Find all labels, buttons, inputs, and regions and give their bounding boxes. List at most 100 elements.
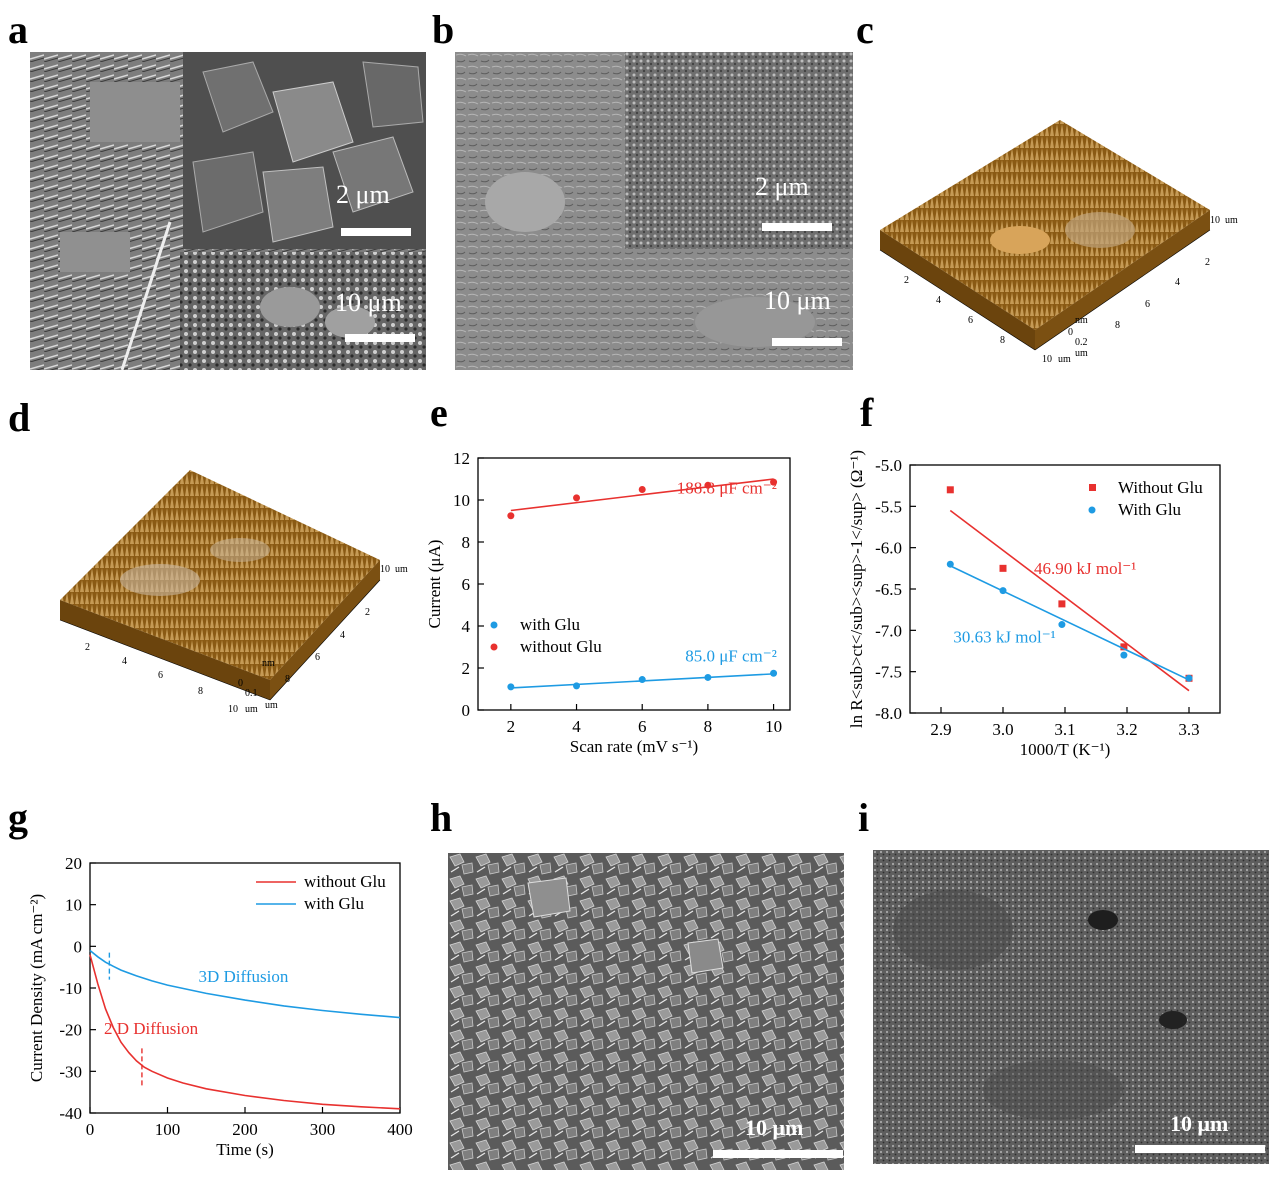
legend-marker <box>1089 484 1096 491</box>
y-tick-label: 10 <box>453 491 470 510</box>
panel-letter-a: a <box>8 7 28 52</box>
afm-c-unit: um <box>1225 215 1238 226</box>
afm-d-ytick: 4 <box>340 630 345 641</box>
afm-c-unit: um <box>1075 348 1088 359</box>
afm-c-xtick: 2 <box>904 275 909 286</box>
afm-d-xtick: 8 <box>198 686 203 697</box>
scale-bar-i <box>1135 1145 1265 1153</box>
y-tick-label: -8.0 <box>875 704 902 723</box>
sem-image-i <box>873 850 1269 1164</box>
chart-f: 2.9 3.0 3.1 3.2 3.3 -8.0 -7.5 -7.0 -6.5 -6.0 -5.5 -… <box>847 450 1221 759</box>
series-line <box>89 954 401 1110</box>
x-axis-label: Time (s) <box>216 1140 273 1159</box>
afm-d-ytick: 8 <box>285 674 290 685</box>
x-tick-label: 3.1 <box>1054 720 1075 739</box>
data-point <box>770 669 778 677</box>
legend-label: With Glu <box>1118 500 1182 519</box>
y-tick-label: -5.0 <box>875 456 902 475</box>
y-tick-label: 20 <box>65 854 82 873</box>
y-tick-label: -6.0 <box>875 539 902 558</box>
afm-d-ytick: 10 <box>380 564 390 575</box>
afm-c-ytick: 2 <box>1205 257 1210 268</box>
y-tick-label: -30 <box>59 1062 82 1081</box>
x-axis-label: Scan rate (mV s⁻¹) <box>570 737 698 756</box>
x-tick-label: 8 <box>704 717 713 736</box>
y-axis-label: Current (μA) <box>425 540 444 629</box>
panel-letter-d: d <box>8 395 31 440</box>
x-tick-label: 100 <box>155 1120 181 1139</box>
scale-label-b-main: 10 μm <box>764 286 831 315</box>
panel-letter-g: g <box>8 795 28 840</box>
x-tick-label: 2.9 <box>930 720 951 739</box>
scale-label-a-inset: 2 μm <box>336 180 390 209</box>
slope-annotation: 30.63 kJ mol⁻¹ <box>953 628 1055 647</box>
x-tick-label: 10 <box>765 717 782 736</box>
afm-c-ytick: 4 <box>1175 277 1180 288</box>
afm-c-xtick: 8 <box>1000 335 1005 346</box>
y-tick-label: -10 <box>59 979 82 998</box>
x-tick-label: 3.0 <box>992 720 1013 739</box>
afm-d-unit: um <box>395 564 408 575</box>
legend-label: with Glu <box>304 894 364 913</box>
y-tick-label: 0 <box>74 937 83 956</box>
y-tick-label: 12 <box>453 449 470 468</box>
slope-annotation: 85.0 μF cm⁻² <box>685 647 777 666</box>
data-point <box>507 683 515 691</box>
afm-c-xtick: 6 <box>968 315 973 326</box>
chart-g: 0 100 200 300 400 -40 -30 -20 -10 0 10 20 Time (s) Cu… <box>27 854 413 1159</box>
data-point <box>946 560 954 568</box>
fit-line <box>510 478 774 512</box>
sem-inset-a <box>183 52 426 249</box>
x-tick-label: 3.3 <box>1178 720 1199 739</box>
scale-bar-h <box>713 1150 843 1158</box>
chart-e: 2 4 6 8 10 0 2 4 6 8 10 12 Scan rate (mV s⁻¹) Current… <box>425 449 791 756</box>
scale-label-i: 10 μm <box>1170 1111 1229 1136</box>
sem-image-h <box>448 853 844 1170</box>
sem-inset-b <box>625 52 853 249</box>
afm-d-zlabel: 0 <box>238 678 243 689</box>
y-tick-label: -7.0 <box>875 621 902 640</box>
data-point <box>1120 651 1128 659</box>
series-line <box>89 949 401 1019</box>
data-point <box>999 564 1007 572</box>
scale-bar-a-inset <box>341 228 411 236</box>
fit-line <box>949 565 1190 681</box>
scale-label-b-inset: 2 μm <box>755 172 809 201</box>
x-tick-label: 300 <box>310 1120 336 1139</box>
legend-label: with Glu <box>520 615 580 634</box>
legend-label: Without Glu <box>1118 478 1203 497</box>
data-point <box>1058 621 1066 629</box>
y-tick-label: 8 <box>462 533 471 552</box>
panel-letter-h: h <box>430 795 453 840</box>
slope-annotation: 188.8 μF cm⁻² <box>677 479 777 498</box>
legend-label: without Glu <box>520 637 602 656</box>
afm-d-zlabel: 0.1 <box>245 688 258 699</box>
data-point <box>1185 674 1193 682</box>
legend-label: without Glu <box>304 872 386 891</box>
data-point <box>999 587 1007 595</box>
x-tick-label: 6 <box>638 717 647 736</box>
afm-c-xtick: 10 <box>1042 354 1052 365</box>
afm-image-c: 2 4 6 8 10 2 4 6 8 10 um um um 0.2 0 nm <box>870 100 1260 380</box>
panel-letter-b: b <box>432 7 455 52</box>
scale-bar-a-main <box>345 334 415 342</box>
afm-c-ytick: 8 <box>1115 320 1120 331</box>
x-tick-label: 2 <box>507 717 516 736</box>
panel-letter-i: i <box>858 795 870 840</box>
x-tick-label: 4 <box>572 717 581 736</box>
afm-d-xtick: 10 <box>228 704 238 715</box>
data-point <box>573 682 581 690</box>
data-point <box>573 494 581 502</box>
data-point <box>507 512 515 520</box>
y-tick-label: -6.5 <box>875 580 902 599</box>
y-tick-label: 6 <box>462 575 471 594</box>
panel-letter-f: f <box>860 390 874 435</box>
afm-image-d: 2 4 6 8 10 2 4 6 8 10 um um um 0.1 0 nm <box>40 460 420 720</box>
legend-marker <box>490 643 498 651</box>
afm-d-ytick: 2 <box>365 607 370 618</box>
scale-bar-b-main <box>772 338 842 346</box>
y-tick-label: -5.5 <box>875 497 902 516</box>
data-point <box>946 486 954 494</box>
afm-c-zlabel: 0 <box>1068 327 1073 338</box>
afm-c-unit: um <box>1058 354 1071 365</box>
